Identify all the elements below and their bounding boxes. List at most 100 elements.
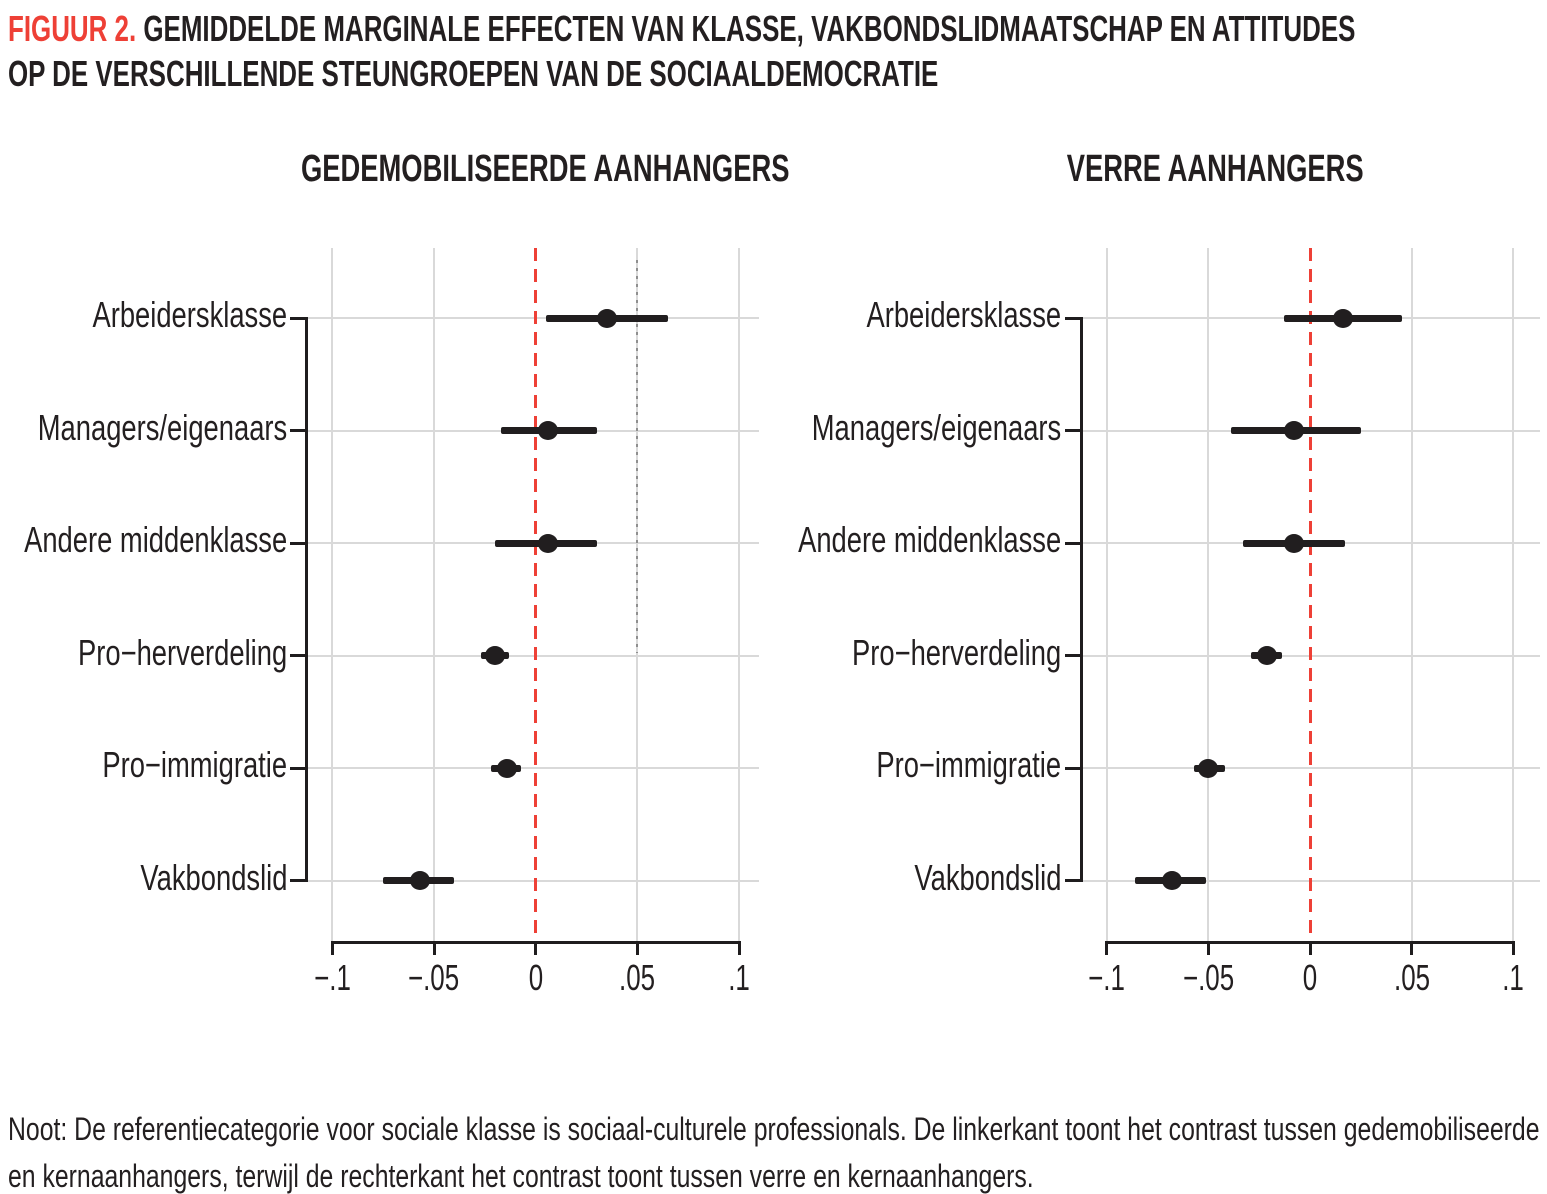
x-tick-label: −.1 — [1027, 957, 1187, 999]
estimate-dot — [409, 871, 430, 890]
x-tick-label-text: .1 — [728, 957, 750, 998]
category-label: Managers/eigenaars — [733, 407, 1061, 449]
x-axis-tick — [1511, 941, 1515, 955]
x-tick-label: .05 — [1332, 957, 1492, 999]
x-axis-tick — [1105, 941, 1109, 955]
x-axis-tick — [534, 941, 538, 955]
category-label: Pro−herverdeling — [786, 632, 1061, 674]
estimate-dot — [1283, 533, 1304, 553]
x-tick-label: −.05 — [1128, 957, 1288, 999]
category-label: Arbeidersklasse — [805, 294, 1061, 336]
category-axis-tick — [1065, 541, 1080, 545]
x-tick-label-text: .05 — [1393, 957, 1430, 998]
category-label-text: Pro−herverdeling — [851, 631, 1061, 673]
x-tick-label-text: .05 — [619, 957, 656, 998]
gridline-v — [1512, 248, 1515, 941]
zero-reference-line — [1308, 248, 1312, 941]
x-tick-label-text: −.05 — [408, 957, 460, 998]
dotted-reference-line — [636, 260, 639, 653]
x-tick-label: .1 — [659, 957, 819, 999]
category-label: Andere middenklasse — [0, 519, 287, 561]
panel-title-text: VERRE AANHANGERS — [1066, 148, 1364, 190]
category-axis-bracket — [1080, 316, 1083, 882]
x-tick-label: 0 — [1230, 957, 1390, 999]
gridline-v — [1410, 248, 1413, 941]
figure-title-line2: OP DE VERSCHILLENDE STEUNGROEPEN VAN DE … — [8, 53, 939, 94]
gridline-h — [308, 654, 759, 657]
x-axis-tick — [635, 941, 639, 955]
category-label-text: Andere middenklasse — [23, 519, 287, 560]
estimate-dot — [1161, 871, 1182, 890]
category-axis-tick — [1065, 766, 1080, 770]
estimate-dot — [497, 758, 518, 778]
category-label-text: Pro−immigratie — [876, 744, 1061, 785]
category-label-text: Arbeidersklasse — [92, 294, 287, 335]
category-axis-tick — [290, 541, 305, 545]
category-label: Andere middenklasse — [715, 519, 1061, 561]
x-tick-label-text: 0 — [1302, 957, 1318, 998]
category-label-text: Pro−herverdeling — [77, 631, 287, 673]
estimate-dot — [596, 308, 617, 328]
x-tick-label-text: −.1 — [1088, 957, 1125, 998]
x-tick-label: −.1 — [252, 957, 412, 999]
category-label: Vakbondslid — [94, 857, 287, 899]
gridline-v — [1105, 248, 1108, 941]
x-axis-tick — [432, 941, 436, 955]
category-axis-tick — [290, 429, 305, 432]
x-tick-label: .05 — [557, 957, 717, 999]
estimate-dot — [537, 533, 558, 553]
gridline-h — [1083, 879, 1540, 882]
figure-note-text: Noot: De referentiecategorie voor social… — [8, 1111, 1540, 1194]
category-axis-tick — [290, 766, 305, 770]
category-axis-tick — [1065, 316, 1080, 320]
figure-note: Noot: De referentiecategorie voor social… — [8, 1106, 1547, 1194]
x-tick-label: −.05 — [354, 957, 514, 999]
category-axis-tick — [290, 654, 305, 657]
panel-title: GEDEMOBILISEERDE AANHANGERS — [206, 148, 846, 191]
figure-title-line1: GEMIDDELDE MARGINALE EFFECTEN VAN KLASSE… — [136, 8, 1356, 49]
category-label-text: Andere middenklasse — [797, 519, 1061, 560]
category-label: Vakbondslid — [868, 857, 1061, 899]
category-label: Pro−immigratie — [44, 744, 287, 786]
x-tick-label: .1 — [1433, 957, 1547, 999]
x-tick-label-text: −.1 — [313, 957, 351, 998]
x-axis-tick — [737, 941, 741, 955]
figure-label: FIGUUR 2. — [8, 8, 137, 49]
category-label: Pro−immigratie — [818, 744, 1061, 786]
x-tick-label-text: −.05 — [1182, 957, 1234, 998]
category-axis-bracket — [305, 316, 308, 882]
gridline-h — [308, 879, 759, 882]
category-label-text: Arbeidersklasse — [866, 294, 1061, 335]
x-axis-tick — [330, 941, 334, 955]
category-label-text: Vakbondslid — [139, 856, 287, 898]
estimate-dot — [485, 646, 506, 665]
category-label: Managers/eigenaars — [0, 407, 287, 449]
category-axis-tick — [290, 316, 305, 320]
x-tick-label-text: .1 — [1502, 957, 1525, 998]
category-label-text: Managers/eigenaars — [37, 406, 287, 448]
category-label-text: Pro−immigratie — [102, 744, 287, 785]
category-axis-tick — [1065, 654, 1080, 657]
gridline-v — [331, 248, 334, 941]
gridline-v — [1207, 248, 1210, 941]
gridline-v — [738, 248, 741, 941]
category-label: Pro−herverdeling — [12, 632, 287, 674]
estimate-dot — [1257, 646, 1278, 665]
x-tick-label-text: 0 — [528, 957, 543, 998]
gridline-h — [308, 317, 759, 319]
estimate-dot — [1332, 308, 1353, 328]
panel-title: VERRE AANHANGERS — [895, 148, 1535, 191]
category-axis-tick — [290, 879, 305, 882]
estimate-dot — [1198, 758, 1219, 778]
panel-title-text: GEDEMOBILISEERDE AANHANGERS — [300, 148, 790, 190]
category-label-text: Managers/eigenaars — [811, 406, 1061, 448]
x-axis-tick — [1308, 941, 1312, 955]
figure-title: FIGUUR 2. GEMIDDELDE MARGINALE EFFECTEN … — [8, 6, 1547, 96]
category-axis-tick — [1065, 429, 1080, 432]
gridline-h — [1083, 767, 1540, 769]
x-axis-tick — [1410, 941, 1414, 955]
gridline-h — [308, 767, 759, 769]
category-axis-tick — [1065, 879, 1080, 882]
estimate-dot — [537, 421, 558, 440]
